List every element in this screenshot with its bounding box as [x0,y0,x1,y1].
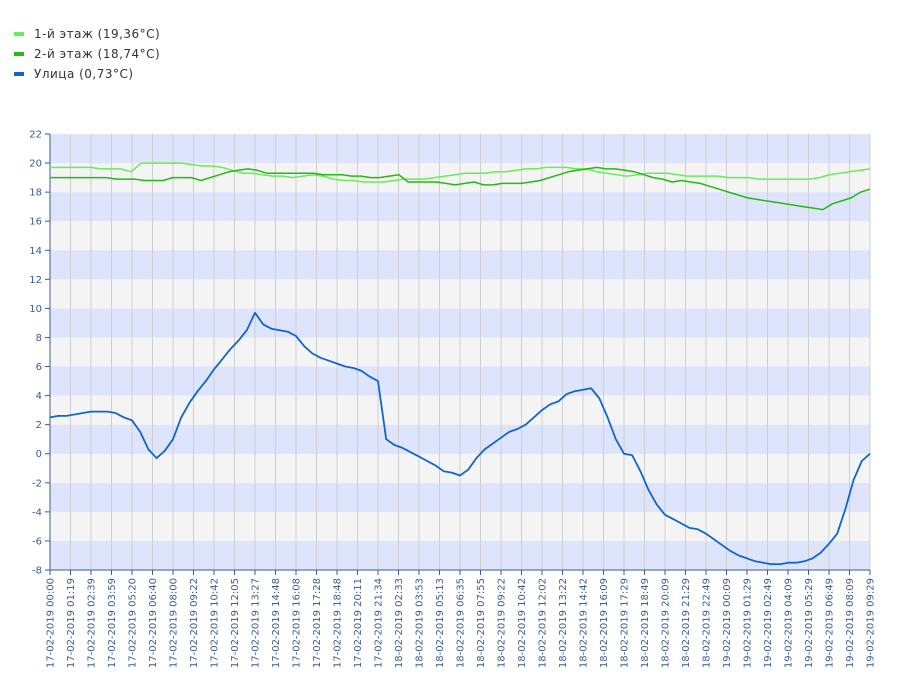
legend-label-floor1: 1-й этаж (19,36°C) [34,27,161,41]
x-tick-label: 18-02-2019 09:22 [497,578,508,668]
y-tick-label: 16 [29,217,42,228]
y-tick-label: 12 [29,275,42,286]
series-lines [49,162,871,566]
x-tick-label: 18-02-2019 13:22 [558,578,569,668]
x-tick-label: 19-02-2019 00:09 [722,578,733,668]
x-tick-label: 17-02-2019 02:39 [87,578,98,668]
legend-label-floor2: 2-й этаж (18,74°C) [34,47,161,61]
x-tick-label: 18-02-2019 12:02 [538,578,549,668]
y-tick-label: 20 [29,159,42,170]
x-tick-label: 18-02-2019 22:49 [702,578,713,668]
legend-label-street: Улица (0,73°C) [34,67,134,81]
x-tick-label: 17-02-2019 00:00 [46,578,57,668]
y-tick-label: 10 [29,304,42,315]
x-tick-label: 19-02-2019 02:49 [763,578,774,668]
y-tick-label: 6 [36,362,42,373]
y-tick-label: 4 [36,391,42,402]
x-tick-label: 17-02-2019 01:19 [66,578,77,668]
legend-swatch-street [14,72,24,76]
x-tick-label: 17-02-2019 09:22 [189,578,200,668]
legend-item-floor1: 1-й этаж (19,36°C) [14,24,160,44]
x-tick-label: 18-02-2019 10:42 [517,578,528,668]
x-tick-label: 18-02-2019 03:53 [415,578,426,668]
x-tick-label: 18-02-2019 14:42 [579,578,590,668]
y-tick-label: -6 [32,536,42,547]
x-tick-label: 18-02-2019 17:29 [620,578,631,668]
y-tick-label: 8 [36,333,42,344]
x-tick-label: 18-02-2019 16:09 [599,578,610,668]
x-tick-label: 17-02-2019 14:48 [271,578,282,668]
x-tick-label: 18-02-2019 21:29 [681,578,692,668]
x-tick-label: 19-02-2019 08:09 [845,578,856,668]
x-tick-label: 17-02-2019 05:20 [128,578,139,668]
legend-swatch-floor1 [14,32,24,36]
y-tick-label: 14 [29,246,42,257]
x-tick-label: 17-02-2019 20:11 [353,578,364,668]
legend: 1-й этаж (19,36°C) 2-й этаж (18,74°C) Ул… [14,24,160,84]
y-tick-label: 22 [29,130,42,141]
y-tick-label: 18 [29,188,42,199]
legend-swatch-floor2 [14,52,24,56]
x-tick-label: 18-02-2019 06:35 [456,578,467,668]
x-tick-label: 19-02-2019 06:49 [825,578,836,668]
series-line-floor2 [50,166,871,211]
x-tick-label: 18-02-2019 02:33 [394,578,405,668]
y-tick-label: 2 [36,420,42,431]
series-line-floor1 [50,162,871,183]
x-tick-label: 17-02-2019 13:27 [251,578,262,668]
y-tick-label: 0 [36,449,42,460]
x-tick-label: 17-02-2019 16:08 [292,578,303,668]
x-tick-label: 18-02-2019 05:13 [435,578,446,668]
x-tick-label: 19-02-2019 09:29 [866,578,877,668]
x-tick-label: 17-02-2019 03:59 [107,578,118,668]
x-tick-label: 17-02-2019 12:05 [230,578,241,668]
x-tick-label: 17-02-2019 18:48 [333,578,344,668]
x-tick-label: 17-02-2019 06:40 [148,578,159,668]
x-axis-ticks: 17-02-2019 00:00 17-02-2019 01:19 17-02-20… [46,570,877,668]
y-tick-label: -2 [32,478,42,489]
series-line-street [49,311,871,566]
x-tick-label: 19-02-2019 01:29 [743,578,754,668]
x-tick-label: 17-02-2019 10:42 [210,578,221,668]
x-tick-label: 17-02-2019 17:28 [312,578,323,668]
legend-item-floor2: 2-й этаж (18,74°C) [14,44,160,64]
legend-item-street: Улица (0,73°C) [14,64,160,84]
x-tick-label: 17-02-2019 21:34 [374,578,385,668]
x-tick-label: 18-02-2019 20:09 [661,578,672,668]
y-tick-label: -4 [32,507,42,518]
y-axis-ticks: -8 -6 -4 -2 0 2 4 6 8 10 12 14 16 18 20 22 [29,130,50,577]
y-tick-label: -8 [32,566,42,577]
x-tick-label: 19-02-2019 04:09 [784,578,795,668]
x-tick-label: 18-02-2019 07:55 [476,578,487,668]
x-tick-label: 17-02-2019 08:00 [169,578,180,668]
x-tick-label: 18-02-2019 18:49 [640,578,651,668]
vertical-gridlines [49,134,871,570]
x-tick-label: 19-02-2019 05:29 [804,578,815,668]
